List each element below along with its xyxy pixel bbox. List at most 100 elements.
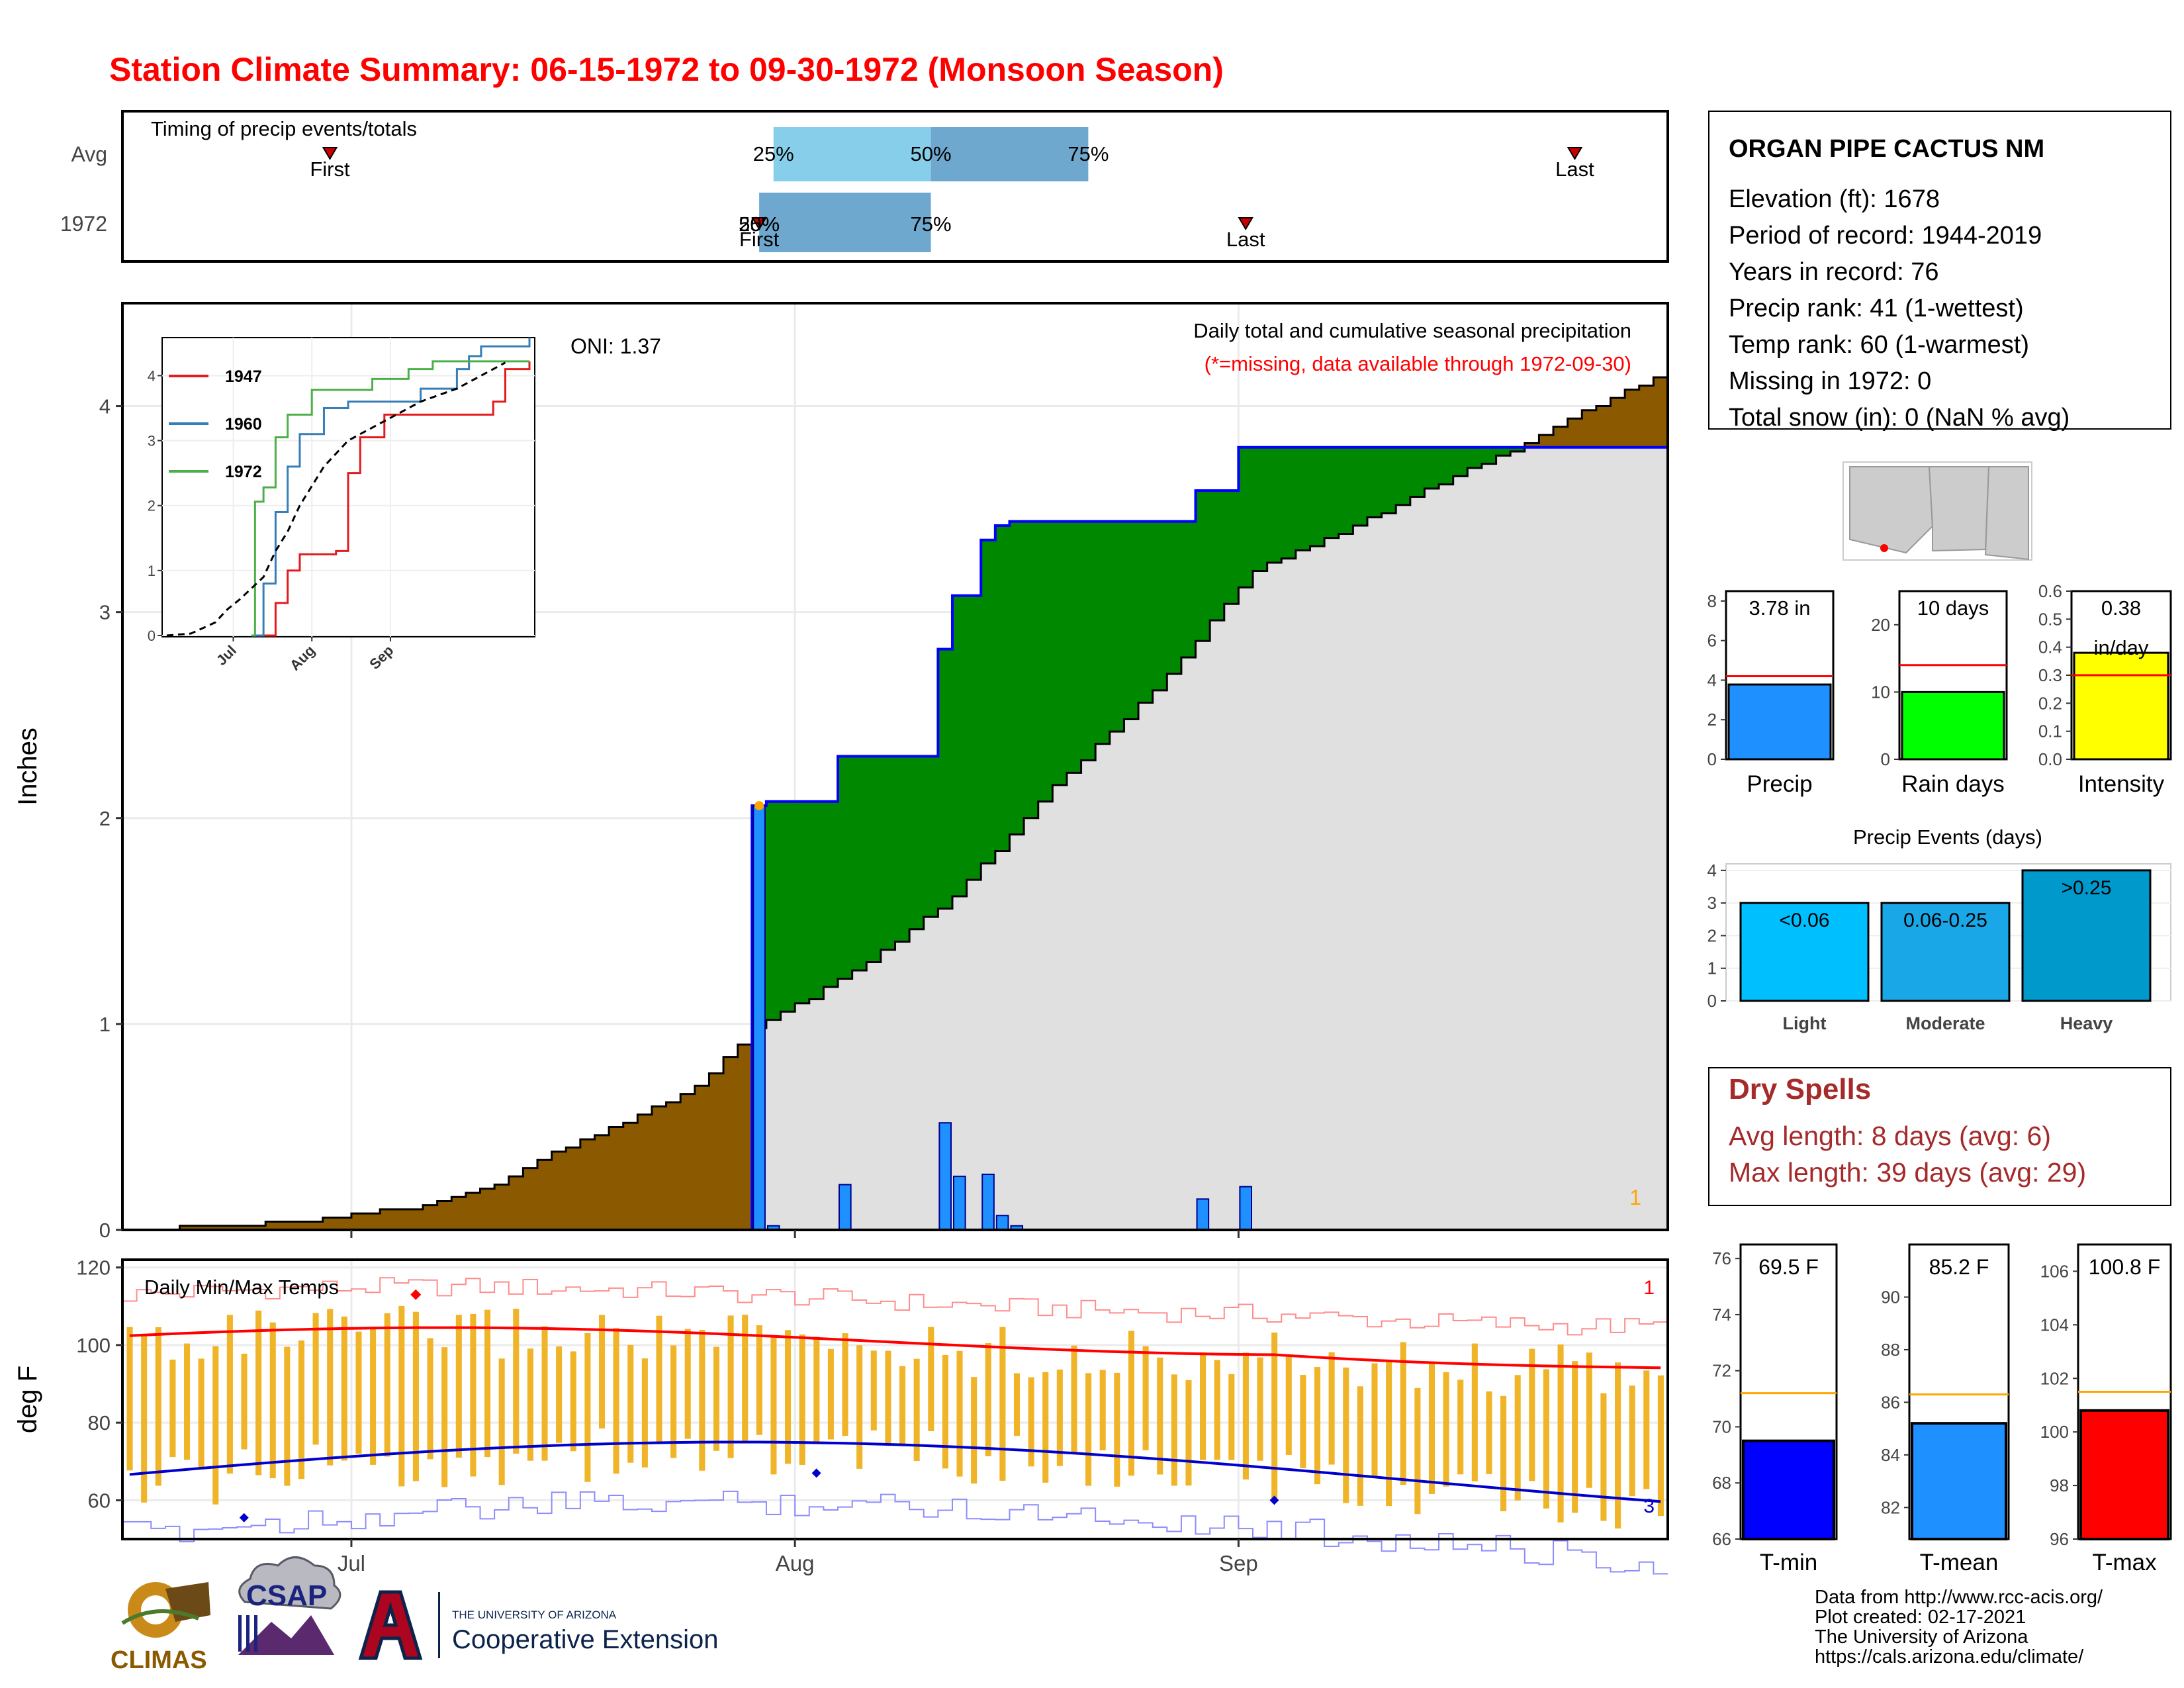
daily-temp-bar bbox=[284, 1346, 291, 1486]
y1972-last-label: Last bbox=[1226, 228, 1265, 251]
station-name: ORGAN PIPE CACTUS NM bbox=[1729, 135, 2044, 163]
avg-cum-fill bbox=[809, 999, 824, 1230]
daily-temp-bar bbox=[942, 1354, 948, 1469]
deficit-fill bbox=[537, 1160, 553, 1230]
daily-temp-bar bbox=[513, 1309, 520, 1454]
intensity-tick-label: 0.5 bbox=[2038, 609, 2062, 629]
daily-temp-bar bbox=[1228, 1374, 1235, 1460]
max-daily-marker bbox=[754, 801, 764, 811]
surplus-fill bbox=[981, 539, 996, 864]
intensity-tick-label: 0.2 bbox=[2038, 693, 2062, 713]
daily-temp-bar bbox=[1285, 1356, 1292, 1455]
daily-temp-bar bbox=[842, 1333, 848, 1436]
station-line: Total snow (in): 0 (NaN % avg) bbox=[1729, 404, 2070, 432]
surplus-fill bbox=[952, 595, 968, 896]
daily-temp-bar bbox=[1013, 1373, 1021, 1436]
inset-ytick-label: 0 bbox=[148, 628, 156, 644]
surplus-fill bbox=[1267, 447, 1282, 563]
summary-intensity: 0.38 in/day 0.0 0.1 0.2 0.3 0.4 0.5 0.6 Intensity bbox=[2038, 581, 2172, 797]
daily-temp-bar bbox=[1114, 1372, 1120, 1487]
surplus-fill bbox=[1295, 447, 1311, 551]
daily-temp-bar bbox=[1615, 1362, 1621, 1529]
daily-temp-bar bbox=[584, 1333, 591, 1482]
avg-cum-fill bbox=[1496, 455, 1511, 1231]
deficit-fill bbox=[1582, 410, 1597, 447]
daily-temp-bar bbox=[455, 1315, 462, 1458]
x-axis-month-label: Aug bbox=[776, 1551, 815, 1575]
events-bar-moderate bbox=[1880, 902, 2011, 1002]
deficit-fill bbox=[1610, 398, 1625, 447]
daily-temp-bar bbox=[427, 1338, 433, 1460]
inset-line-average bbox=[166, 361, 506, 637]
daily-temp-bar bbox=[183, 1343, 191, 1460]
surplus-fill bbox=[1224, 491, 1239, 604]
avg-cum-fill bbox=[880, 949, 896, 1230]
legend-label-1947: 1947 bbox=[225, 367, 262, 386]
surplus-fill bbox=[995, 526, 1011, 851]
precip-label: Precip bbox=[1747, 771, 1812, 797]
surplus-fill bbox=[1238, 447, 1253, 588]
ua-small-text: THE UNIVERSITY OF ARIZONA bbox=[452, 1609, 617, 1621]
daily-temp-bar bbox=[441, 1347, 448, 1487]
daily-temp-bar bbox=[756, 1325, 762, 1435]
deficit-fill bbox=[680, 1094, 696, 1230]
daily-temp-bar bbox=[541, 1326, 548, 1461]
daily-temp-bar bbox=[1257, 1357, 1263, 1461]
surplus-fill bbox=[1424, 447, 1439, 489]
avg-cum-fill bbox=[1024, 818, 1039, 1230]
deficit-fill bbox=[1639, 385, 1654, 447]
avg-cum-fill bbox=[1167, 674, 1182, 1230]
daily-temp-bar bbox=[1185, 1380, 1192, 1486]
avg-p75-label: 75% bbox=[1068, 142, 1109, 165]
surplus-fill bbox=[1453, 447, 1468, 477]
deficit-fill bbox=[723, 1056, 739, 1230]
daily-temp-bar bbox=[1042, 1372, 1049, 1483]
daily-temp-bar bbox=[1657, 1375, 1664, 1517]
avg-cum-fill bbox=[1195, 641, 1210, 1230]
events-tick-label: 3 bbox=[1707, 893, 1717, 913]
daily-temp-bar bbox=[727, 1315, 734, 1458]
precip-bar bbox=[1727, 683, 1832, 761]
daily-temp-bar bbox=[971, 1377, 978, 1484]
daily-temp-bar bbox=[1242, 1352, 1249, 1479]
y1972-quartile-bar bbox=[759, 193, 931, 252]
avg-last-label: Last bbox=[1555, 158, 1594, 181]
surplus-fill bbox=[923, 756, 938, 917]
tmin-label: T-min bbox=[1760, 1550, 1818, 1575]
station-line: Years in record: 76 bbox=[1729, 258, 1939, 286]
surplus-fill bbox=[823, 801, 839, 987]
surplus-fill bbox=[1124, 521, 1139, 720]
timing-panel: Timing of precip events/totals Avg 1972 … bbox=[60, 110, 1669, 263]
avg-cum-fill bbox=[1424, 489, 1439, 1230]
main-ytick-label: 2 bbox=[99, 807, 111, 830]
daily-temp-bar bbox=[985, 1342, 991, 1456]
daily-temp-bar bbox=[570, 1351, 576, 1452]
daily-temp-bar bbox=[527, 1348, 533, 1461]
daily-temp-bar bbox=[913, 1358, 920, 1461]
tmean-bar bbox=[1911, 1422, 2007, 1540]
temp-min-marker-label: 3 bbox=[1643, 1495, 1655, 1517]
main-subtitle: Daily total and cumulative seasonal prec… bbox=[1193, 319, 1631, 342]
daily-temp-bar bbox=[1414, 1387, 1421, 1515]
avg-cum-fill bbox=[1295, 550, 1311, 1231]
raindays-tick-label: 0 bbox=[1881, 749, 1890, 769]
daily-temp-bar bbox=[298, 1340, 305, 1479]
surplus-fill bbox=[1324, 447, 1340, 538]
events-tick-label: 2 bbox=[1707, 925, 1717, 945]
temp-max-marker-label: 1 bbox=[1643, 1277, 1655, 1299]
daily-temp-bar bbox=[384, 1313, 390, 1457]
y1972-last-marker bbox=[1238, 217, 1253, 230]
deficit-fill bbox=[308, 1221, 324, 1230]
precip-tick-label: 4 bbox=[1707, 670, 1717, 690]
temp-title: Daily Min/Max Temps bbox=[144, 1276, 339, 1299]
avg-first-label: First bbox=[310, 158, 350, 181]
deficit-fill bbox=[551, 1151, 567, 1230]
surplus-fill bbox=[1338, 447, 1353, 534]
daily-temp-bar bbox=[1529, 1348, 1535, 1481]
temp-summary-tmin: 69.5 F 66 68 70 72 74 76 T-min bbox=[1712, 1243, 1838, 1575]
surplus-fill bbox=[838, 756, 853, 979]
deficit-fill bbox=[694, 1086, 710, 1230]
deficit-fill bbox=[566, 1147, 581, 1230]
intensity-tick-label: 0.0 bbox=[2038, 749, 2062, 769]
daily-temp-bar bbox=[899, 1366, 906, 1445]
